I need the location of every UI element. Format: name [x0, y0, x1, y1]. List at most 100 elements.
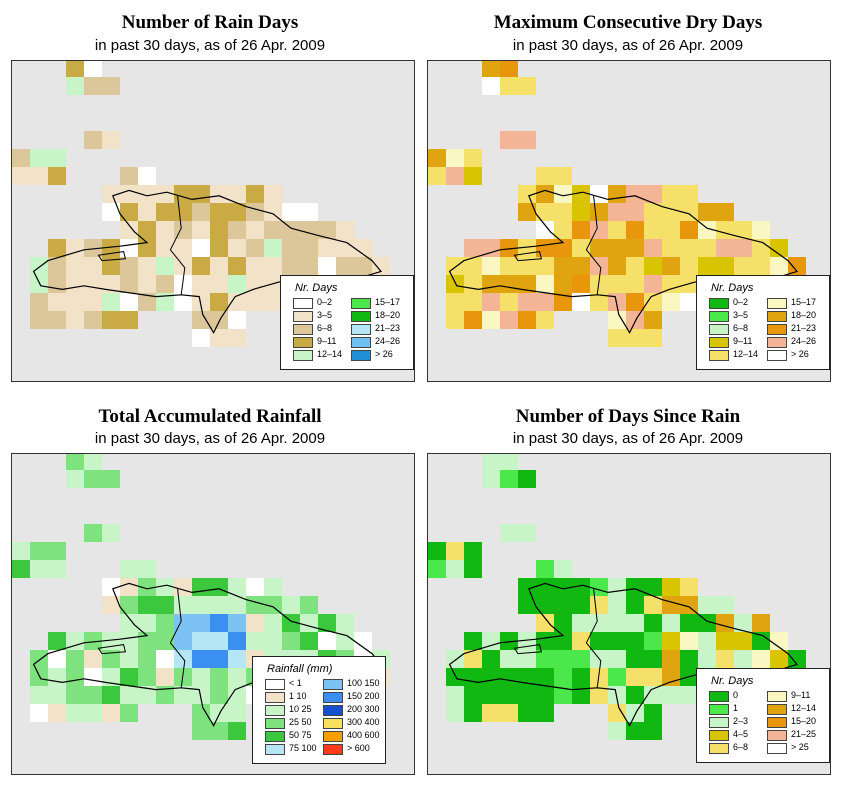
grid-cell — [536, 632, 554, 650]
grid-cell — [662, 203, 680, 221]
grid-cell — [84, 311, 102, 329]
legend-swatch — [709, 730, 729, 741]
legend-swatch — [351, 311, 371, 322]
grid-cell — [770, 650, 788, 668]
grid-cell — [644, 704, 662, 722]
grid-cell — [518, 524, 536, 542]
grid-cell — [174, 632, 192, 650]
legend-label: 15–17 — [791, 297, 817, 307]
grid-cell — [138, 650, 156, 668]
grid-cell — [464, 311, 482, 329]
grid-cell — [174, 293, 192, 311]
grid-cell — [626, 650, 644, 668]
legend-swatch — [767, 311, 787, 322]
grid-cell — [644, 257, 662, 275]
grid-cell — [662, 614, 680, 632]
grid-cell — [120, 686, 138, 704]
legend-swatch — [767, 730, 787, 741]
legend-label: 12–14 — [791, 703, 817, 713]
grid-cell — [228, 578, 246, 596]
grid-cell — [66, 454, 84, 470]
grid-cell — [228, 722, 246, 740]
grid-cell — [464, 167, 482, 185]
grid-cell — [138, 185, 156, 203]
grid-cell — [12, 167, 30, 185]
grid-cell — [770, 632, 788, 650]
grid-cell — [626, 686, 644, 704]
legend-label: 21–25 — [791, 729, 817, 739]
grid-cell — [318, 239, 336, 257]
grid-cell — [30, 257, 48, 275]
grid-cell — [66, 77, 84, 95]
legend-swatch — [767, 743, 787, 754]
grid-cell — [120, 257, 138, 275]
grid-cell — [752, 650, 770, 668]
legend-swatch — [323, 705, 343, 716]
grid-cell — [120, 203, 138, 221]
grid-cell — [66, 293, 84, 311]
legend: Nr. Days 0–2 3–5 6–8 9–11 12–14 15–17 18–20 21–2… — [696, 275, 830, 370]
grid-cell — [662, 293, 680, 311]
grid-cell — [518, 185, 536, 203]
grid-cell — [48, 275, 66, 293]
legend-label: 200 300 — [347, 704, 380, 714]
grid-cell — [66, 632, 84, 650]
legend-label: 9–11 — [791, 690, 811, 700]
grid-cell — [30, 293, 48, 311]
grid-cell — [464, 542, 482, 560]
grid-cell — [336, 614, 354, 632]
grid-cell — [536, 560, 554, 578]
legend-label: 6–8 — [733, 742, 749, 752]
legend-swatch — [709, 717, 729, 728]
legend-swatch — [265, 692, 285, 703]
grid-cell — [500, 470, 518, 488]
grid-cell — [282, 239, 300, 257]
grid-cell — [228, 614, 246, 632]
grid-cell — [554, 239, 572, 257]
grid-cell — [518, 686, 536, 704]
grid-cell — [518, 131, 536, 149]
grid-cell — [590, 293, 608, 311]
grid-cell — [120, 614, 138, 632]
panel-subtitle: in past 30 days, as of 26 Apr. 2009 — [512, 37, 744, 54]
grid-cell — [264, 257, 282, 275]
grid-cell — [210, 221, 228, 239]
legend-swatch — [767, 337, 787, 348]
legend-swatch — [323, 718, 343, 729]
grid-cell — [536, 650, 554, 668]
grid-cell — [228, 257, 246, 275]
grid-cell — [536, 239, 554, 257]
grid-cell — [156, 668, 174, 686]
legend-swatch — [767, 324, 787, 335]
grid-cell — [66, 239, 84, 257]
grid-cell — [30, 149, 48, 167]
legend-label: 0 — [733, 690, 739, 700]
grid-cell — [644, 239, 662, 257]
grid-cell — [446, 293, 464, 311]
grid-cell — [48, 560, 66, 578]
grid-cell — [500, 61, 518, 77]
grid-cell — [12, 542, 30, 560]
grid-cell — [680, 203, 698, 221]
grid-cell — [228, 311, 246, 329]
legend-title: Nr. Days — [711, 282, 754, 294]
grid-cell — [590, 239, 608, 257]
grid-cell — [120, 596, 138, 614]
grid-cell — [336, 221, 354, 239]
grid-cell — [536, 686, 554, 704]
legend-swatch — [767, 298, 787, 309]
grid-cell — [644, 275, 662, 293]
grid-cell — [608, 329, 626, 347]
legend-swatch — [767, 704, 787, 715]
grid-cell — [608, 722, 626, 740]
grid-cell — [318, 257, 336, 275]
grid-cell — [428, 167, 446, 185]
grid-cell — [500, 704, 518, 722]
grid-cell — [174, 578, 192, 596]
grid-cell — [228, 239, 246, 257]
grid-cell — [156, 686, 174, 704]
grid-cell — [446, 686, 464, 704]
grid-cell — [282, 632, 300, 650]
grid-cell — [644, 722, 662, 740]
grid-cell — [626, 311, 644, 329]
